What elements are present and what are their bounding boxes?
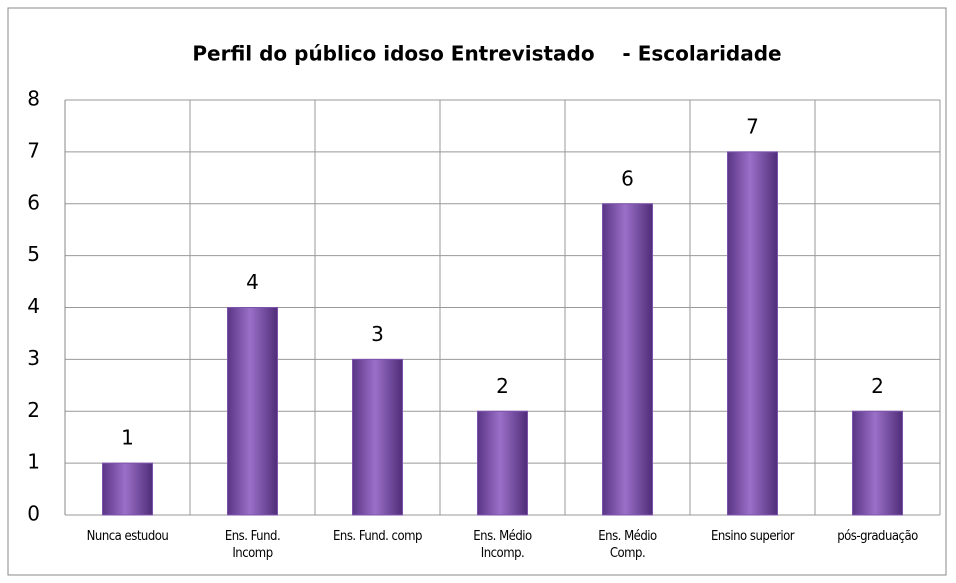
bar [727,151,778,516]
bar [352,358,403,516]
y-tick-label: 3 [27,346,40,370]
x-tick-label: Ens. Fund. Incomp [224,529,281,561]
bar [102,462,153,516]
bar [477,410,528,516]
y-tick-label: 6 [27,190,40,214]
data-label: 2 [496,374,509,398]
y-tick-label: 7 [27,138,40,162]
y-tick-label: 5 [27,242,40,266]
x-tick-label: pós-graduação [837,529,918,544]
x-tick-label: Ens. Médio Comp. [598,529,657,561]
data-label: 6 [621,166,634,190]
x-tick-label: Ens. Fund. comp [333,529,422,544]
data-label: 2 [871,374,884,398]
y-tick-label: 8 [27,87,40,111]
data-label: 1 [121,426,134,450]
data-label: 3 [371,322,384,346]
data-label: 7 [746,114,759,138]
x-tick-label: Nunca estudou [86,529,169,544]
chart-title: Perfil do público idoso Entrevistado - E… [192,42,781,66]
bar [227,307,278,516]
y-tick-label: 4 [27,294,40,318]
y-tick-label: 0 [27,502,40,526]
x-tick-label: Ens. Médio Incomp. [473,529,532,561]
y-tick-label: 2 [27,398,40,422]
x-tick-label: Ensino superior [710,529,795,544]
y-tick-label: 1 [27,450,40,474]
bar [602,203,653,516]
bar [852,410,903,516]
data-label: 4 [246,270,259,294]
